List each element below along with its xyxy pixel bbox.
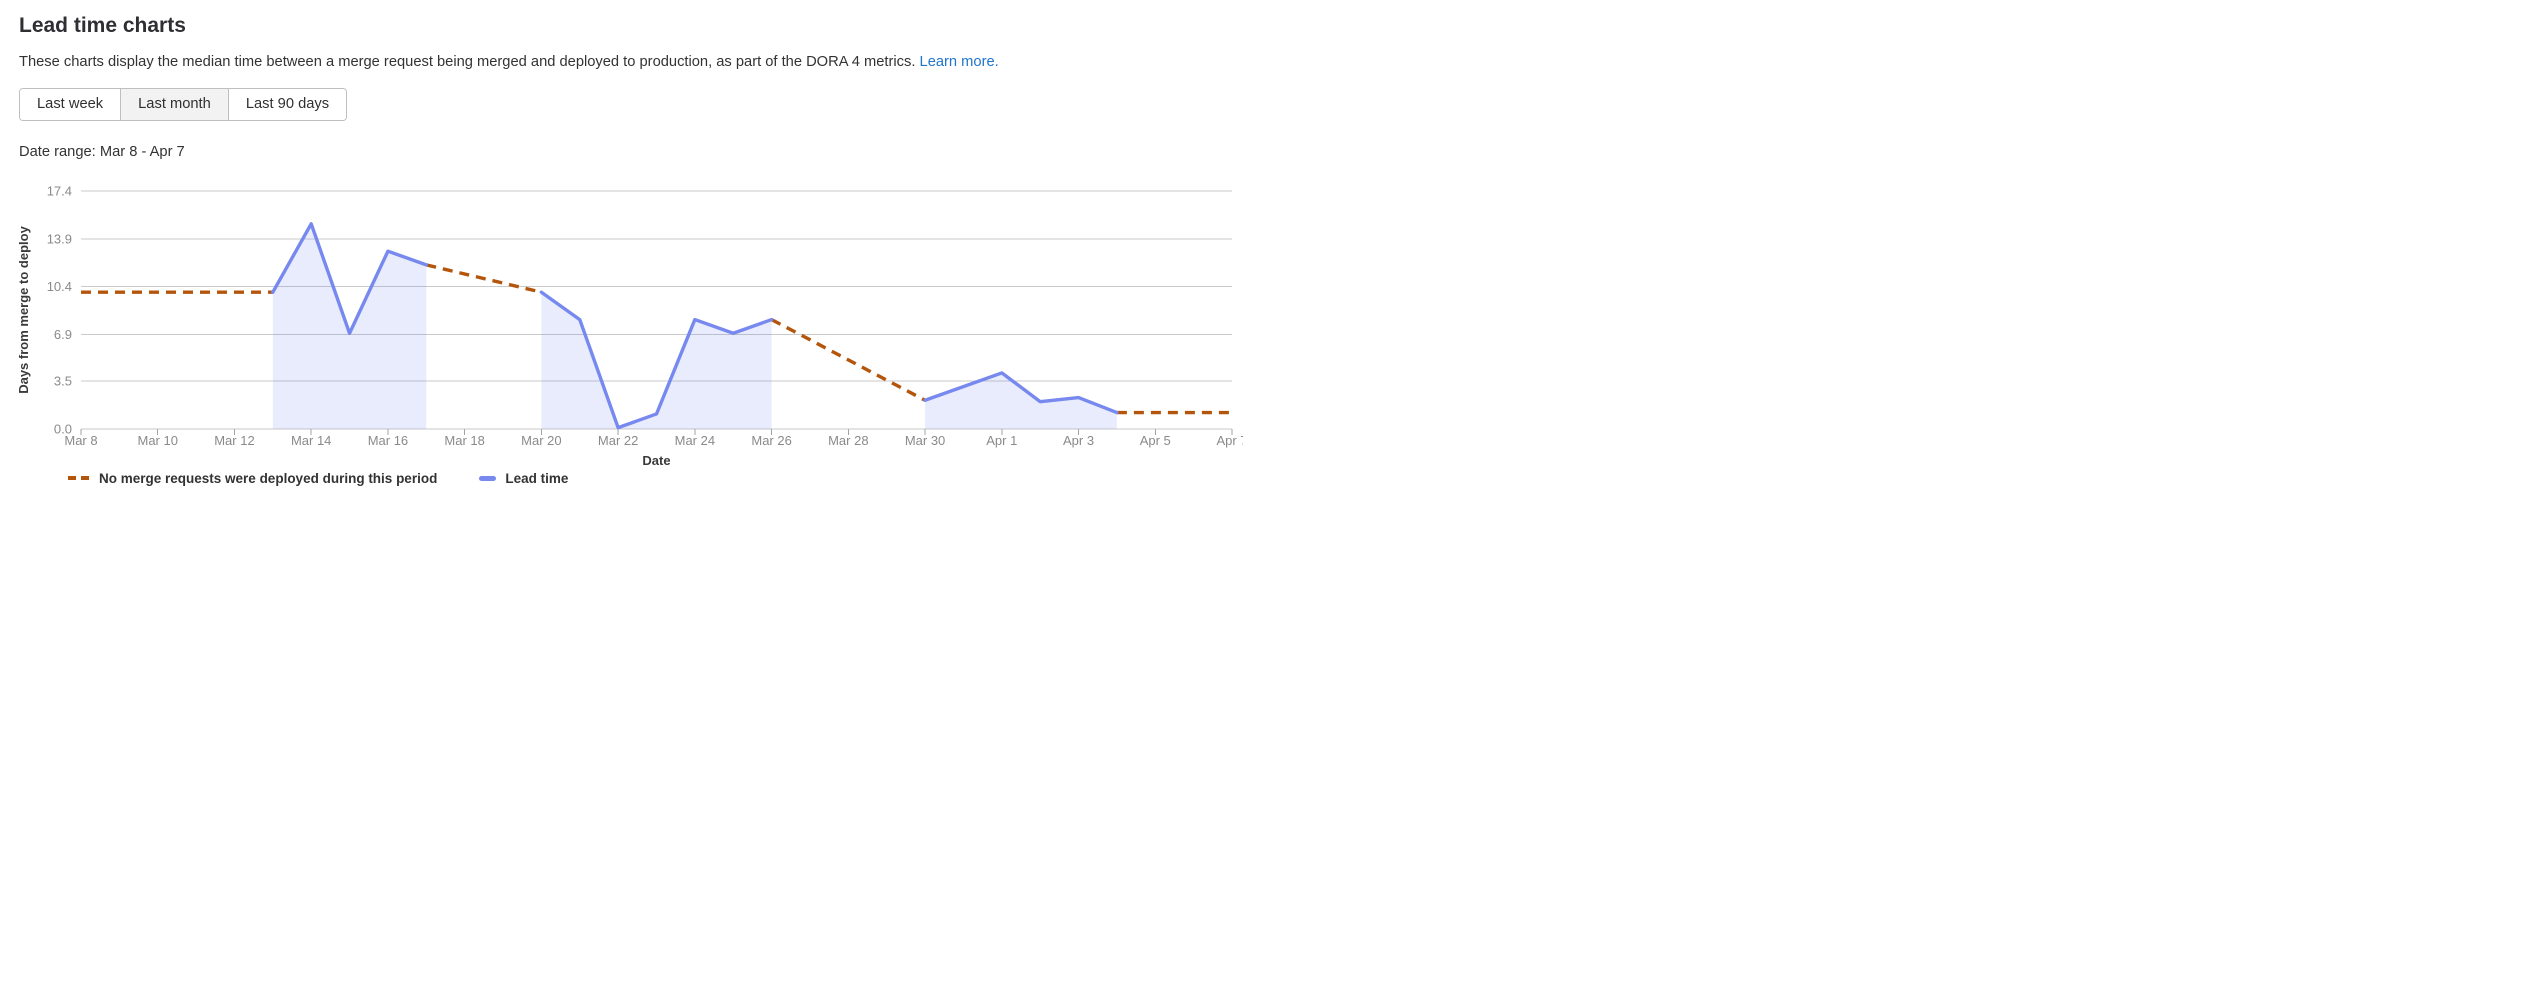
svg-text:Mar 12: Mar 12	[214, 433, 254, 448]
date-range-text: Date range: Mar 8 - Apr 7	[19, 144, 185, 160]
svg-text:Apr 7: Apr 7	[1216, 433, 1243, 448]
learn-more-link[interactable]: Learn more.	[919, 54, 999, 70]
svg-text:Mar 22: Mar 22	[598, 433, 638, 448]
last-month-button[interactable]: Last month	[120, 89, 228, 120]
lead-time-page: Lead time charts These charts display th…	[0, 0, 1262, 487]
legend-label-lead-time: Lead time	[505, 470, 569, 486]
svg-text:Mar 8: Mar 8	[64, 433, 97, 448]
svg-text:0.0: 0.0	[54, 422, 72, 437]
svg-text:Mar 18: Mar 18	[444, 433, 484, 448]
svg-text:17.4: 17.4	[47, 184, 72, 199]
svg-text:Mar 28: Mar 28	[828, 433, 868, 448]
svg-text:Apr 3: Apr 3	[1063, 433, 1094, 448]
last-90-days-button[interactable]: Last 90 days	[227, 89, 347, 120]
page-description: These charts display the median time bet…	[19, 53, 1243, 72]
svg-text:Apr 5: Apr 5	[1140, 433, 1171, 448]
svg-text:6.9: 6.9	[54, 327, 72, 342]
chart-legend: No merge requests were deployed during t…	[68, 469, 1243, 487]
svg-text:Mar 14: Mar 14	[291, 433, 331, 448]
svg-text:13.9: 13.9	[47, 231, 72, 246]
lead-time-chart[interactable]: 0.0 3.5 6.9 10.4 13.9 17.4 Mar 8 Mar 10 Mar 12 Ma…	[19, 168, 1243, 469]
svg-text:Mar 30: Mar 30	[905, 433, 945, 448]
last-week-button[interactable]: Last week	[20, 89, 121, 120]
svg-text:10.4: 10.4	[47, 279, 72, 294]
dashed-line-swatch	[68, 476, 90, 480]
chart-canvas[interactable]: 0.0 3.5 6.9 10.4 13.9 17.4 Mar 8 Mar 10 Mar 12 Ma…	[19, 168, 1243, 469]
legend-item-no-deploys[interactable]: No merge requests were deployed during t…	[68, 471, 437, 486]
svg-text:Mar 24: Mar 24	[675, 433, 715, 448]
svg-text:Mar 20: Mar 20	[521, 433, 561, 448]
svg-text:Date: Date	[642, 453, 670, 468]
svg-text:Mar 10: Mar 10	[137, 433, 177, 448]
svg-text:Days from merge to deploy: Days from merge to deploy	[19, 225, 31, 393]
svg-text:3.5: 3.5	[54, 374, 72, 389]
solid-line-swatch	[479, 475, 497, 481]
svg-text:Mar 26: Mar 26	[751, 433, 791, 448]
svg-text:Apr 1: Apr 1	[986, 433, 1017, 448]
legend-label-no-deploys: No merge requests were deployed during t…	[99, 470, 438, 486]
description-text: These charts display the median time bet…	[19, 54, 916, 70]
svg-text:Mar 16: Mar 16	[368, 433, 408, 448]
page-title: Lead time charts	[19, 14, 186, 37]
legend-item-lead-time[interactable]: Lead time	[479, 471, 568, 486]
date-range-selector: Last week Last month Last 90 days	[19, 88, 348, 121]
